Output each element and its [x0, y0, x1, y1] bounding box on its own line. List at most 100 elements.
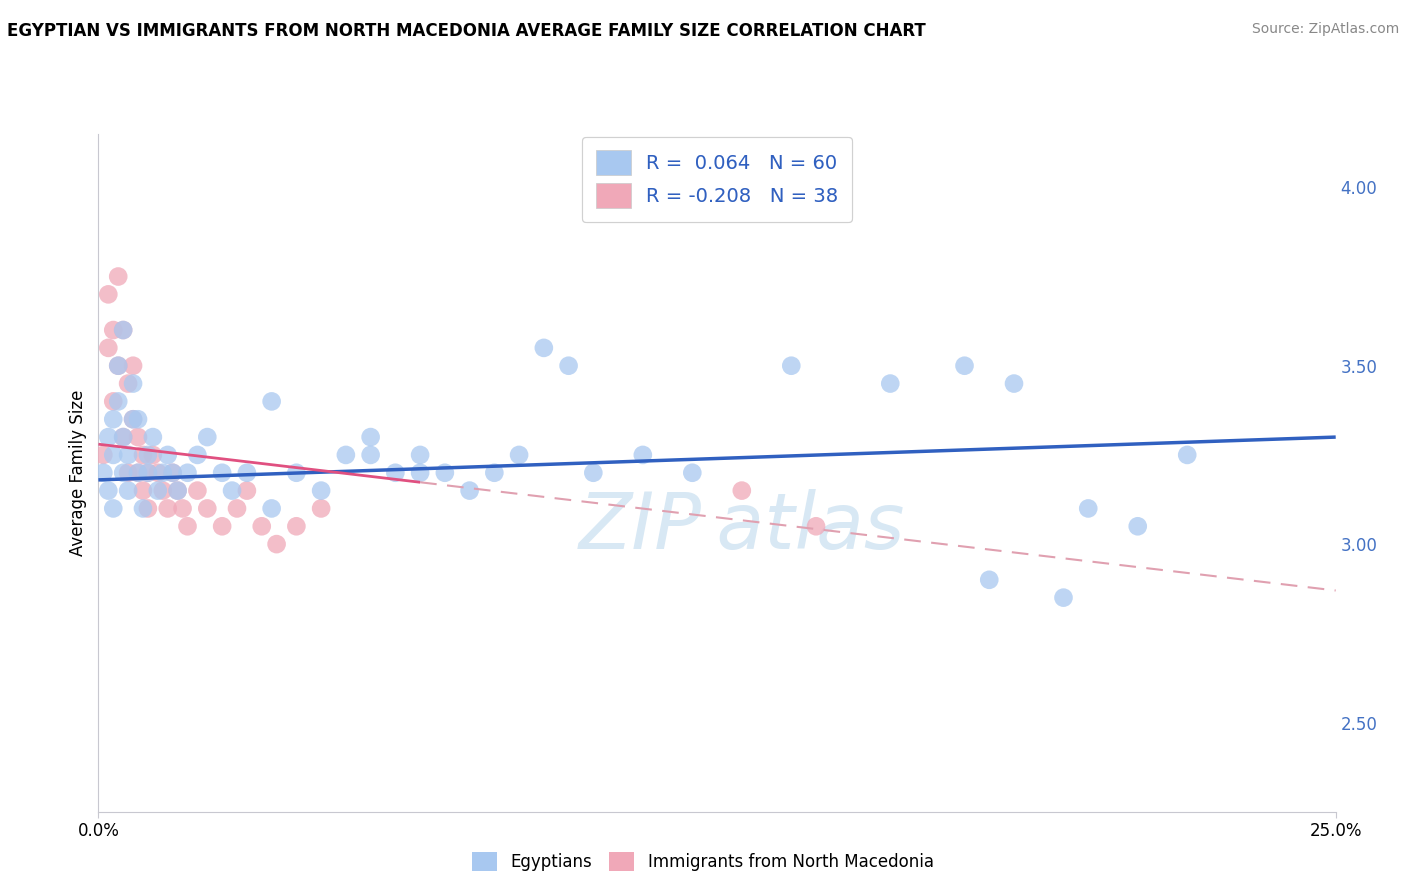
Point — [97, 483, 120, 498]
Point — [156, 501, 179, 516]
Point — [93, 448, 115, 462]
Point — [557, 359, 579, 373]
Point — [93, 466, 115, 480]
Point — [103, 394, 125, 409]
Point — [186, 448, 208, 462]
Point — [127, 466, 149, 480]
Point — [127, 412, 149, 426]
Point — [103, 412, 125, 426]
Point — [132, 448, 155, 462]
Point — [112, 466, 135, 480]
Point — [533, 341, 555, 355]
Point — [1052, 591, 1074, 605]
Point — [103, 448, 125, 462]
Point — [152, 483, 174, 498]
Point — [136, 466, 159, 480]
Point — [136, 448, 159, 462]
Point — [112, 430, 135, 444]
Legend: R =  0.064   N = 60, R = -0.208   N = 38: R = 0.064 N = 60, R = -0.208 N = 38 — [582, 136, 852, 222]
Point — [458, 483, 481, 498]
Point — [1175, 448, 1198, 462]
Point — [211, 519, 233, 533]
Point — [360, 430, 382, 444]
Point — [107, 394, 129, 409]
Point — [360, 448, 382, 462]
Point — [979, 573, 1001, 587]
Point — [172, 501, 194, 516]
Point — [409, 466, 432, 480]
Point — [508, 448, 530, 462]
Point — [780, 359, 803, 373]
Point — [384, 466, 406, 480]
Point — [236, 483, 259, 498]
Point — [433, 466, 456, 480]
Y-axis label: Average Family Size: Average Family Size — [69, 390, 87, 556]
Point — [195, 501, 218, 516]
Point — [211, 466, 233, 480]
Point — [879, 376, 901, 391]
Point — [409, 448, 432, 462]
Point — [136, 466, 159, 480]
Point — [117, 376, 139, 391]
Point — [117, 483, 139, 498]
Legend: Egyptians, Immigrants from North Macedonia: Egyptians, Immigrants from North Macedon… — [464, 843, 942, 880]
Point — [107, 269, 129, 284]
Point — [97, 430, 120, 444]
Point — [1126, 519, 1149, 533]
Point — [309, 483, 332, 498]
Point — [132, 501, 155, 516]
Point — [285, 466, 308, 480]
Point — [681, 466, 703, 480]
Point — [107, 359, 129, 373]
Point — [335, 448, 357, 462]
Point — [176, 466, 198, 480]
Point — [152, 466, 174, 480]
Point — [122, 412, 145, 426]
Point — [127, 466, 149, 480]
Point — [195, 430, 218, 444]
Point — [122, 412, 145, 426]
Point — [103, 323, 125, 337]
Point — [484, 466, 506, 480]
Point — [1077, 501, 1099, 516]
Point — [146, 483, 169, 498]
Point — [731, 483, 754, 498]
Point — [166, 483, 188, 498]
Point — [132, 483, 155, 498]
Point — [97, 287, 120, 301]
Point — [631, 448, 654, 462]
Point — [112, 430, 135, 444]
Point — [176, 519, 198, 533]
Point — [156, 448, 179, 462]
Point — [112, 323, 135, 337]
Point — [250, 519, 273, 533]
Point — [117, 466, 139, 480]
Point — [162, 466, 184, 480]
Text: ZIP atlas: ZIP atlas — [579, 489, 905, 565]
Point — [804, 519, 827, 533]
Point — [236, 466, 259, 480]
Point — [226, 501, 249, 516]
Point — [266, 537, 288, 551]
Point — [142, 448, 165, 462]
Point — [117, 448, 139, 462]
Point — [166, 483, 188, 498]
Point — [107, 359, 129, 373]
Point — [122, 376, 145, 391]
Point — [285, 519, 308, 533]
Point — [136, 501, 159, 516]
Text: Source: ZipAtlas.com: Source: ZipAtlas.com — [1251, 22, 1399, 37]
Point — [122, 359, 145, 373]
Point — [1002, 376, 1025, 391]
Point — [162, 466, 184, 480]
Point — [127, 430, 149, 444]
Point — [112, 323, 135, 337]
Point — [146, 466, 169, 480]
Point — [142, 430, 165, 444]
Point — [260, 501, 283, 516]
Point — [260, 394, 283, 409]
Text: EGYPTIAN VS IMMIGRANTS FROM NORTH MACEDONIA AVERAGE FAMILY SIZE CORRELATION CHAR: EGYPTIAN VS IMMIGRANTS FROM NORTH MACEDO… — [7, 22, 925, 40]
Point — [582, 466, 605, 480]
Point — [97, 341, 120, 355]
Point — [309, 501, 332, 516]
